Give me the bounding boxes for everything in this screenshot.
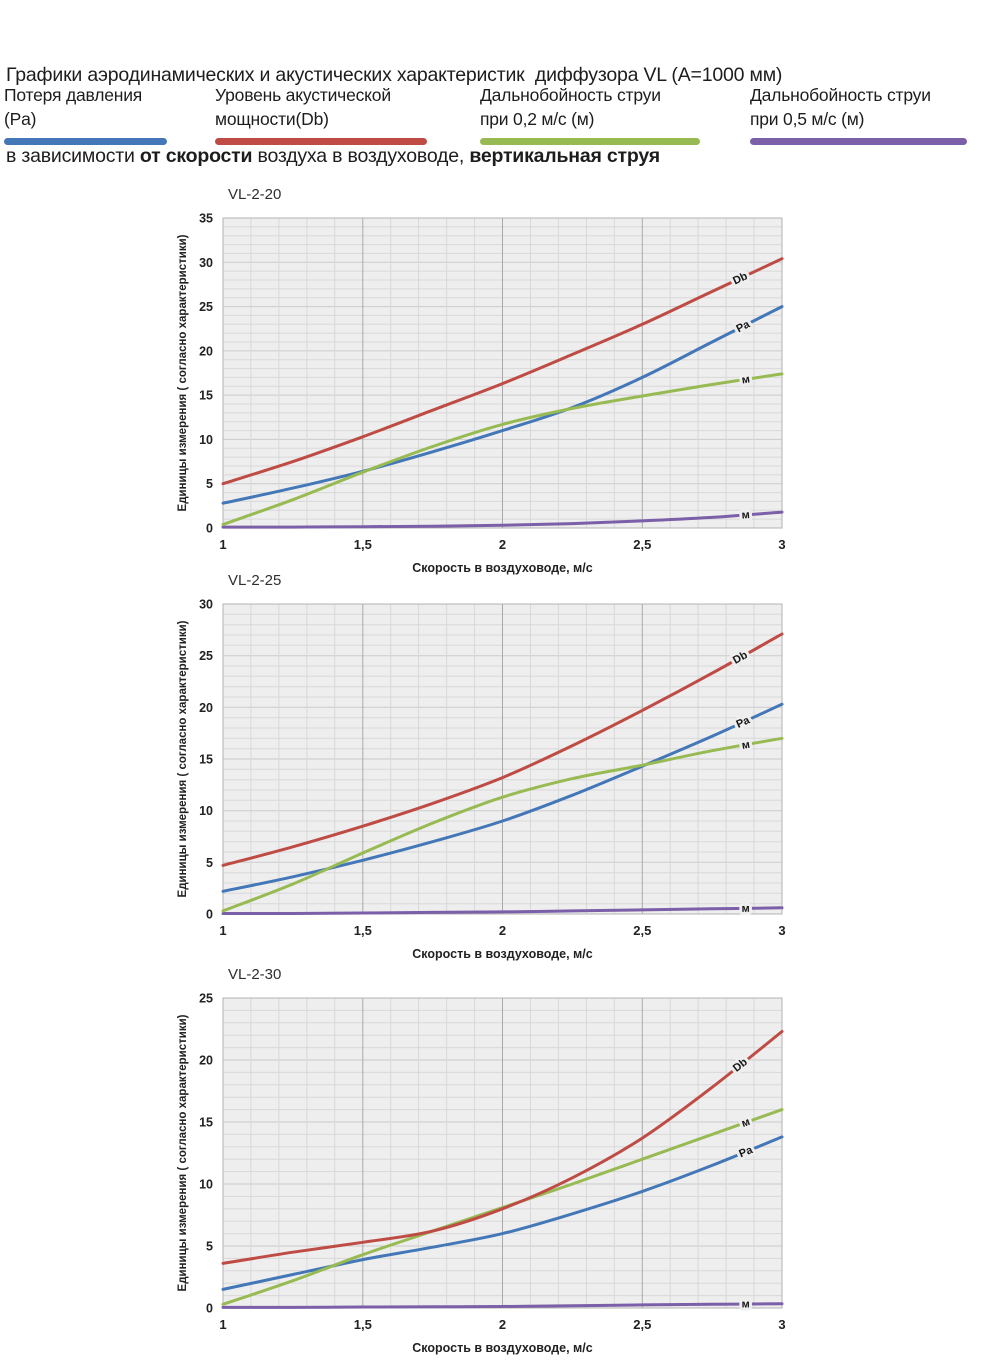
y-tick-label: 30 [199,598,213,612]
curve-db [221,257,784,486]
x-tick-label: 2,5 [633,923,651,938]
chart-vl-2-30: VL-2-30 0 5 10 15 20 25 1 1,5 2 2,5 3 Скорость в воз… [177,966,786,1355]
x-tick-label: 1 [219,537,226,552]
chart-title: VL-2-25 [228,572,281,589]
x-axis-label: Скорость в воздуховоде, м/с [412,561,592,575]
x-tick-label: 1 [219,923,226,938]
legend-label-line1: Потеря давления [4,85,143,105]
y-tick-label: 5 [206,856,213,870]
x-tick-label: 1,5 [354,537,372,552]
y-tick-label: 25 [199,649,213,663]
y-tick-label: 10 [199,804,213,818]
curve-m05 [221,906,784,916]
x-tick-label: 2,5 [633,537,651,552]
y-tick-label: 20 [199,1054,213,1068]
legend-label-line1: Дальнобойность струи [480,85,661,105]
title-line-2: в зависимости от скорости воздуха в возд… [6,143,782,170]
y-tick-label: 25 [199,992,213,1006]
grid [223,604,782,914]
x-tick-label: 1 [219,1317,226,1332]
legend-label-line1: Уровень акустической [215,85,391,105]
y-tick-label: 0 [206,908,213,922]
y-tick-label: 0 [206,522,213,536]
y-tick-label: 25 [199,300,213,314]
curve-m02 [221,736,784,913]
legend-label-line2: мощности(Db) [215,108,329,129]
chart-title: VL-2-30 [228,966,281,983]
x-tick-label: 1,5 [354,1317,372,1332]
curve-pa [221,1135,784,1291]
x-tick-label: 2 [499,537,506,552]
x-tick-label: 3 [778,1317,785,1332]
legend-label-line2: при 0,5 м/с (м) [750,108,865,129]
legend-item-throw-05: Дальнобойность струи при 0,5 м/с (м) [750,84,967,145]
legend-item-pressure-loss: Потеря давления (Pa) [4,84,167,145]
curve-m02 [221,372,784,526]
y-axis-label: Единицы измерения ( согласно характерист… [177,234,189,511]
x-tick-label: 2 [499,923,506,938]
y-tick-label: 20 [199,701,213,715]
curve-db [221,632,784,867]
title-line2-bold-jet: вертикальная струя [469,145,660,167]
x-tick-label: 3 [778,923,785,938]
legend-item-sound-power: Уровень акустической мощности(Db) [215,84,427,145]
title-line-1: Графики аэродинамических и акустических … [6,64,783,86]
title-line2-mid: воздуха в воздуховоде, [252,145,470,167]
curve-pa [221,305,784,505]
y-tick-label: 15 [199,753,213,767]
title-line2-bold-speed: от скорости [139,145,253,167]
y-tick-label: 30 [199,256,213,270]
title-line2-prefix: в зависимости [6,145,140,167]
y-tick-label: 35 [199,212,213,226]
x-tick-label: 1,5 [354,923,372,938]
x-axis-label: Скорость в воздуховоде, м/с [412,1341,592,1355]
x-tick-label: 2 [499,1317,506,1332]
y-tick-label: 0 [206,1302,213,1316]
page-title: Графики аэродинамических и акустических … [6,8,782,224]
chart-title: VL-2-20 [228,186,281,203]
curve-label-m05: м [741,509,750,522]
curve-db [221,1030,784,1265]
y-tick-label: 10 [199,433,213,447]
curve-m05 [221,1302,784,1309]
y-tick-label: 20 [199,344,213,358]
grid [223,218,782,528]
plot-border [222,603,783,915]
curve-label-m05: м [742,903,750,915]
legend-label-line2: (Pa) [4,108,37,129]
curve-m05 [221,510,784,529]
legend-swatch-throw-02 [480,138,700,145]
legend-swatch-pressure-loss [4,138,167,145]
y-tick-label: 15 [199,1116,213,1130]
y-tick-label: 5 [206,1240,213,1254]
legend-label-line2: при 0,2 м/с (м) [480,108,595,129]
y-axis-label: Единицы измерения ( согласно характерист… [177,620,189,897]
grid [223,998,782,1308]
legend-label-line1: Дальнобойность струи [750,85,931,105]
legend-swatch-sound-power [215,138,427,145]
x-tick-label: 2,5 [633,1317,651,1332]
legend-item-throw-02: Дальнобойность струи при 0,2 м/с (м) [480,84,700,145]
y-tick-label: 15 [199,389,213,403]
curve-label-m05: м [742,1298,750,1310]
y-axis-label: Единицы измерения ( согласно характерист… [177,1014,189,1291]
x-tick-label: 3 [778,537,785,552]
chart-vl-2-20: VL-2-20 0 5 10 15 20 25 30 35 1 1,5 2 2,5 3 Скорость в… [177,186,786,575]
x-axis-label: Скорость в воздуховоде, м/с [412,947,592,961]
chart-vl-2-25: VL-2-25 0 5 10 15 20 25 30 1 1,5 2 2,5 3 Скорость в в… [177,572,786,961]
y-tick-label: 10 [199,1178,213,1192]
curve-pa [221,702,784,893]
legend-swatch-throw-05 [750,138,967,145]
y-tick-label: 5 [206,477,213,491]
